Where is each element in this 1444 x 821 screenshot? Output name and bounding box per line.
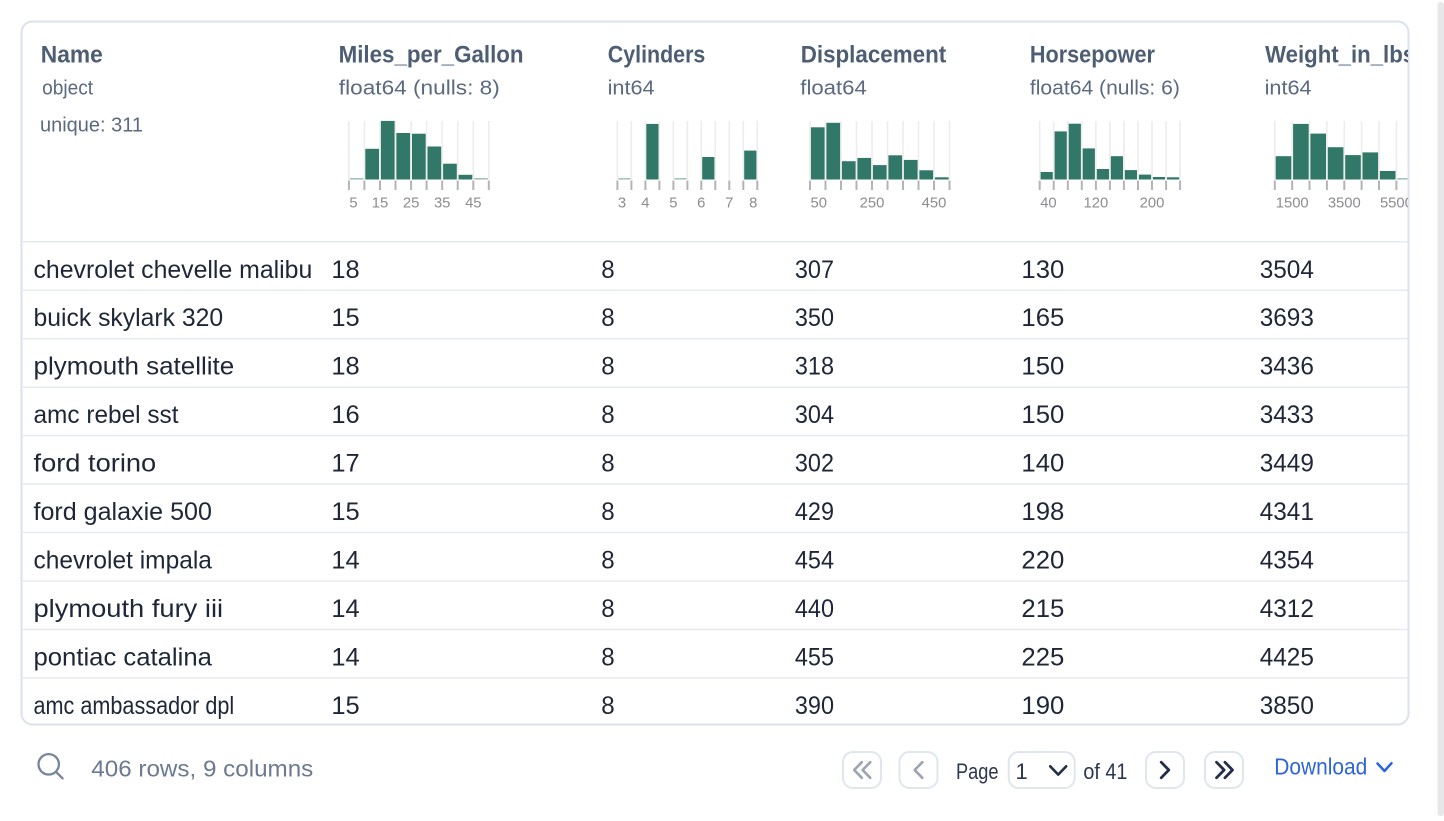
svg-text:3693: 3693 xyxy=(1260,304,1314,332)
svg-text:429: 429 xyxy=(795,498,834,526)
svg-text:int64: int64 xyxy=(608,78,655,100)
svg-text:5500: 5500 xyxy=(1380,196,1413,212)
svg-text:50: 50 xyxy=(811,196,827,212)
svg-text:Weight_in_lbs: Weight_in_lbs xyxy=(1265,42,1415,69)
svg-text:5: 5 xyxy=(669,196,677,212)
svg-text:215: 215 xyxy=(1021,595,1064,623)
svg-text:15: 15 xyxy=(331,304,359,332)
svg-text:8: 8 xyxy=(601,595,614,623)
svg-text:ford torino: ford torino xyxy=(34,450,157,478)
svg-text:ford galaxie 500: ford galaxie 500 xyxy=(34,498,212,526)
svg-text:1: 1 xyxy=(1016,759,1028,784)
svg-text:18: 18 xyxy=(331,256,359,284)
svg-text:220: 220 xyxy=(1021,547,1064,575)
svg-text:of 41: of 41 xyxy=(1083,759,1127,784)
svg-text:14: 14 xyxy=(331,595,359,623)
svg-text:float64 (nulls: 8): float64 (nulls: 8) xyxy=(339,78,500,100)
svg-text:4: 4 xyxy=(641,196,649,212)
svg-text:390: 390 xyxy=(795,692,834,720)
svg-text:318: 318 xyxy=(795,353,834,381)
svg-text:int64: int64 xyxy=(1265,78,1312,100)
svg-text:455: 455 xyxy=(795,643,834,671)
svg-text:8: 8 xyxy=(601,353,614,381)
svg-text:3504: 3504 xyxy=(1260,256,1314,284)
svg-text:float64 (nulls: 6): float64 (nulls: 6) xyxy=(1030,78,1180,100)
svg-text:14: 14 xyxy=(331,547,359,575)
svg-text:object: object xyxy=(42,78,93,100)
svg-text:buick skylark 320: buick skylark 320 xyxy=(34,304,224,332)
svg-text:amc ambassador dpl: amc ambassador dpl xyxy=(34,692,235,720)
svg-text:3850: 3850 xyxy=(1260,692,1314,720)
svg-text:17: 17 xyxy=(331,450,359,478)
svg-text:307: 307 xyxy=(795,256,834,284)
svg-text:3449: 3449 xyxy=(1260,450,1314,478)
svg-text:plymouth fury iii: plymouth fury iii xyxy=(34,595,224,623)
svg-text:350: 350 xyxy=(795,304,834,332)
svg-text:45: 45 xyxy=(465,196,481,212)
svg-text:15: 15 xyxy=(372,196,388,212)
svg-text:1500: 1500 xyxy=(1276,196,1309,212)
svg-text:8: 8 xyxy=(601,401,614,429)
svg-text:Cylinders: Cylinders xyxy=(608,42,706,69)
svg-text:8: 8 xyxy=(601,643,614,671)
svg-text:198: 198 xyxy=(1021,498,1064,526)
svg-text:8: 8 xyxy=(601,304,614,332)
svg-text:35: 35 xyxy=(434,196,450,212)
svg-text:8: 8 xyxy=(749,196,757,212)
svg-text:3: 3 xyxy=(618,196,626,212)
svg-text:7: 7 xyxy=(725,196,733,212)
svg-text:4425: 4425 xyxy=(1260,643,1314,671)
svg-text:chevrolet chevelle malibu: chevrolet chevelle malibu xyxy=(34,256,313,284)
svg-text:3500: 3500 xyxy=(1328,196,1361,212)
svg-text:3433: 3433 xyxy=(1260,401,1314,429)
svg-text:120: 120 xyxy=(1084,196,1109,212)
svg-text:4341: 4341 xyxy=(1260,498,1314,526)
svg-text:Displacement: Displacement xyxy=(801,42,947,69)
svg-text:165: 165 xyxy=(1021,304,1064,332)
svg-text:454: 454 xyxy=(795,547,834,575)
svg-text:float64: float64 xyxy=(800,78,867,100)
svg-text:16: 16 xyxy=(331,401,359,429)
svg-text:Download: Download xyxy=(1274,754,1367,780)
svg-text:150: 150 xyxy=(1021,353,1064,381)
svg-text:250: 250 xyxy=(860,196,885,212)
svg-text:Horsepower: Horsepower xyxy=(1030,42,1155,69)
svg-text:8: 8 xyxy=(601,547,614,575)
svg-text:unique: 311: unique: 311 xyxy=(40,115,143,137)
svg-text:200: 200 xyxy=(1140,196,1165,212)
svg-text:225: 225 xyxy=(1021,643,1064,671)
svg-text:302: 302 xyxy=(795,450,834,478)
svg-text:450: 450 xyxy=(922,196,947,212)
svg-text:8: 8 xyxy=(601,498,614,526)
svg-text:plymouth satellite: plymouth satellite xyxy=(34,353,235,381)
svg-text:Page: Page xyxy=(956,759,999,784)
svg-text:Miles_per_Gallon: Miles_per_Gallon xyxy=(339,42,524,69)
svg-text:190: 190 xyxy=(1021,692,1064,720)
svg-text:15: 15 xyxy=(331,692,359,720)
svg-text:130: 130 xyxy=(1021,256,1064,284)
svg-text:15: 15 xyxy=(331,498,359,526)
svg-text:6: 6 xyxy=(697,196,705,212)
svg-text:8: 8 xyxy=(601,692,614,720)
svg-text:4312: 4312 xyxy=(1260,595,1314,623)
svg-text:amc rebel sst: amc rebel sst xyxy=(34,401,179,429)
svg-text:5: 5 xyxy=(349,196,357,212)
svg-text:18: 18 xyxy=(331,353,359,381)
svg-text:440: 440 xyxy=(795,595,834,623)
svg-text:150: 150 xyxy=(1021,401,1064,429)
svg-text:406 rows, 9 columns: 406 rows, 9 columns xyxy=(91,755,313,781)
svg-text:4354: 4354 xyxy=(1260,547,1314,575)
svg-text:8: 8 xyxy=(601,256,614,284)
svg-text:pontiac catalina: pontiac catalina xyxy=(34,643,213,671)
svg-text:8: 8 xyxy=(601,450,614,478)
svg-text:14: 14 xyxy=(331,643,359,671)
svg-text:chevrolet impala: chevrolet impala xyxy=(34,547,213,575)
svg-text:25: 25 xyxy=(403,196,419,212)
svg-text:304: 304 xyxy=(795,401,834,429)
svg-text:40: 40 xyxy=(1040,196,1056,212)
svg-text:3436: 3436 xyxy=(1260,353,1314,381)
svg-text:Name: Name xyxy=(41,42,103,69)
svg-text:140: 140 xyxy=(1021,450,1064,478)
